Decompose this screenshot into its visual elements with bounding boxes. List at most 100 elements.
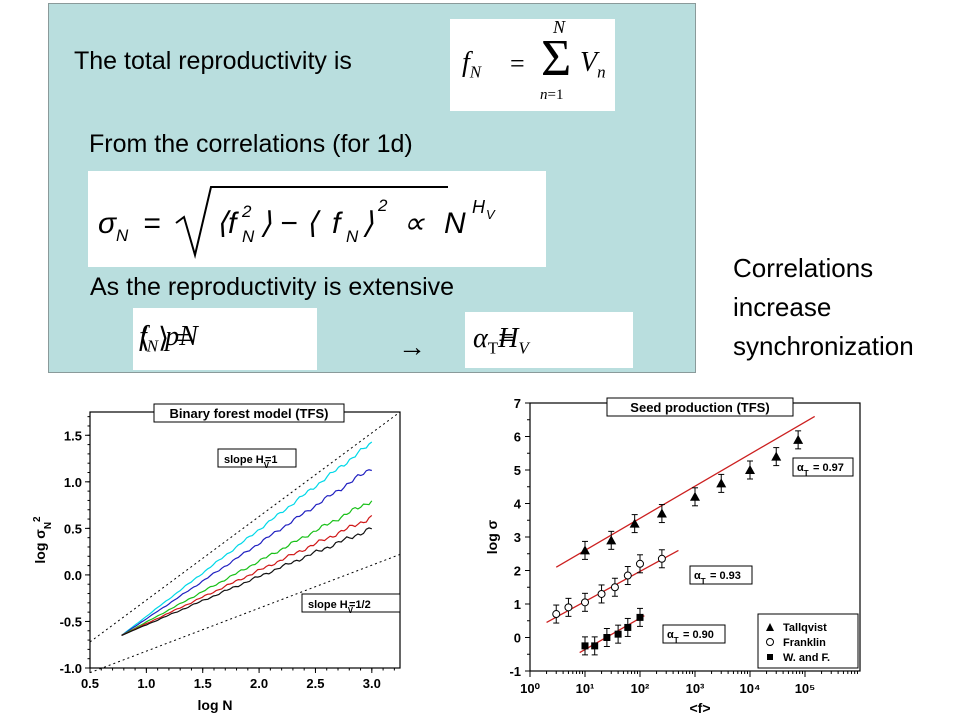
formula-sum: fN = Σ N n =1 Vn <box>450 17 615 111</box>
y-tick-label: 7 <box>514 396 521 411</box>
y-tick-label: 3 <box>514 530 521 545</box>
x-tick-label: 1.5 <box>194 676 212 691</box>
fit-label-box <box>662 624 726 644</box>
data-point-wf <box>636 613 644 621</box>
binary-forest-chart: 0.5 1.0 1.5 2.0 2.5 3.0 -1.0 -0.5 0.0 0.5 1.0 1.5 Bi… <box>32 403 401 713</box>
data-series-line <box>121 500 373 636</box>
svg-text:σ: σ <box>98 207 118 240</box>
formula-sigma-svg: σ N = ⟨ f 2 N ⟩ − ⟨ f N ⟩ 2 ∝ N H V <box>98 186 496 259</box>
reference-line <box>89 411 401 643</box>
svg-text:=: = <box>143 207 161 240</box>
reference-line <box>89 553 401 674</box>
svg-text:f: f <box>228 207 239 240</box>
data-point-tallqvist <box>771 451 782 461</box>
x-tick-label: 3.0 <box>363 676 381 691</box>
fit-label-symbol: αT <box>694 570 706 586</box>
legend-marker <box>766 623 774 631</box>
seed-production-chart: 10⁰ 10¹ 10² 10³ 10⁴ 10⁵ -1 0 1 2 3 4 5 6 7 Seed product… <box>484 396 861 716</box>
chart-title: Seed production (TFS) <box>630 400 769 415</box>
fit-label-box <box>689 565 753 585</box>
data-point-wf <box>591 642 599 650</box>
x-tick-label: 10³ <box>686 681 705 696</box>
y-tick-label: 0.0 <box>64 568 82 583</box>
y-tick-label: -0.5 <box>60 614 82 629</box>
data-series-line <box>121 441 373 636</box>
y-tick-label: 5 <box>514 463 521 478</box>
data-point-tallqvist <box>793 434 804 444</box>
data-point-tallqvist <box>606 535 617 545</box>
fit-label-value: = 0.90 <box>683 629 714 641</box>
svg-text:N: N <box>116 226 129 245</box>
y-tick-label: 2 <box>514 564 521 579</box>
data-point-tallqvist <box>656 508 667 518</box>
y-tick-label: -1.0 <box>60 661 82 676</box>
x-tick-label: 1.0 <box>137 676 155 691</box>
data-point-franklin <box>564 603 573 612</box>
chart-title: Binary forest model (TFS) <box>170 406 329 421</box>
data-point-wf <box>603 634 611 641</box>
fit-label-value: = 0.97 <box>813 462 844 474</box>
svg-text:⟩ − ⟨: ⟩ − ⟨ <box>260 207 321 240</box>
y-tick-label: 1.0 <box>64 475 82 490</box>
svg-text:2: 2 <box>241 202 252 221</box>
x-tick-label: 10² <box>631 681 650 696</box>
chart-title-box <box>606 397 794 417</box>
svg-text:H: H <box>472 197 486 217</box>
data-series-line <box>121 469 372 636</box>
y-tick-label: 4 <box>514 497 522 512</box>
data-point-franklin <box>552 610 561 619</box>
x-tick-label: 10⁵ <box>795 681 816 696</box>
legend-label: W. and F. <box>783 652 830 664</box>
y-axis-label: log σN2 <box>32 516 54 564</box>
legend-marker <box>766 638 774 646</box>
svg-text:⟨: ⟨ <box>216 207 231 240</box>
chart-title-box <box>153 403 345 423</box>
formula-alpha: αT = HV <box>465 312 633 368</box>
y-tick-label: 1.5 <box>64 428 82 443</box>
y-axis-label: log σ <box>484 519 500 554</box>
data-point-franklin <box>610 583 619 592</box>
svg-text:N: N <box>346 227 359 246</box>
x-tick-label: 10⁴ <box>740 681 761 696</box>
text-correlations: From the correlations (for 1d) <box>89 130 413 158</box>
data-point-tallqvist <box>690 491 700 501</box>
x-tick-label: 10⁰ <box>520 681 540 696</box>
y-tick-label: 6 <box>514 430 521 445</box>
data-point-tallqvist <box>745 465 755 474</box>
data-point-wf <box>614 630 622 638</box>
svg-text:f: f <box>332 207 343 240</box>
data-point-tallqvist <box>580 545 590 555</box>
annotation-slope-1: slope HV <box>224 454 270 470</box>
legend-label: Tallqvist <box>783 622 827 634</box>
y-tick-label: 0 <box>514 631 521 646</box>
x-tick-label: 2.0 <box>250 676 268 691</box>
x-tick-label: 10¹ <box>576 681 595 696</box>
data-point-franklin <box>657 554 666 563</box>
data-point-tallqvist <box>629 518 640 528</box>
data-point-wf <box>624 623 632 631</box>
svg-text:⟩: ⟩ <box>362 207 374 240</box>
legend-label: Franklin <box>783 637 826 649</box>
data-series-line <box>121 514 373 636</box>
svg-text:N: N <box>242 227 255 246</box>
svg-text:∝: ∝ <box>403 207 425 240</box>
svg-text:2: 2 <box>377 196 388 215</box>
annotation-slope-half: slope HV <box>308 599 354 615</box>
annotation-slope-half-value: =1/2 <box>349 599 371 611</box>
side-note-line-3: synchronization <box>733 331 914 361</box>
data-point-tallqvist <box>716 478 727 488</box>
legend-box <box>757 613 859 669</box>
arrow-right: → <box>398 331 426 362</box>
data-point-franklin <box>636 559 644 568</box>
fit-label-value: = 0.93 <box>710 570 741 582</box>
formula-sigma: σ N = ⟨ f 2 N ⟩ − ⟨ f N ⟩ 2 ∝ N H V <box>88 171 546 267</box>
fit-label-symbol: αT <box>797 462 809 478</box>
text-total-reproductivity: The total reproductivity is <box>74 47 352 75</box>
data-point-franklin <box>581 598 589 607</box>
side-note-line-2: increase <box>733 292 832 322</box>
side-note-line-1: Correlations <box>733 253 874 283</box>
fit-label-box <box>792 457 854 477</box>
data-series-line <box>121 527 372 636</box>
y-tick-label: -1 <box>509 664 521 679</box>
x-axis-label: log N <box>198 697 233 713</box>
